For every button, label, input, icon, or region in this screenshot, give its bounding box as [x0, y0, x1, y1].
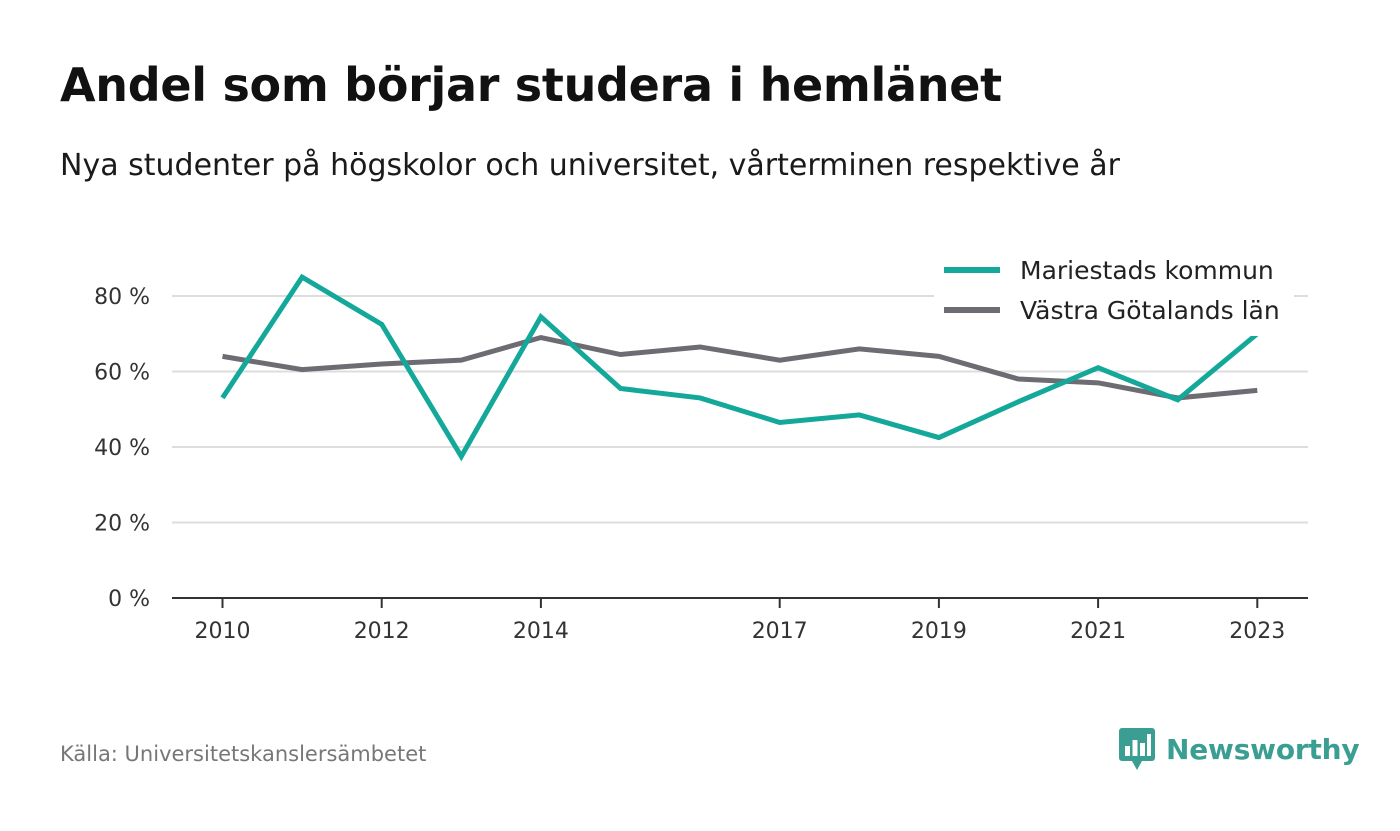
axes: 0 % 20 % 40 % 60 % 80 % 2010 2012 2014 2017 2019 2… — [94, 285, 1308, 644]
series-line-vastra-gotalands-lan — [222, 334, 1258, 401]
x-tick-label: 2017 — [752, 619, 808, 644]
series-lines — [220, 273, 1259, 462]
series-line-mariestads-kommun — [220, 273, 1259, 462]
chart-subtitle: Nya studenter på högskolor och universit… — [60, 148, 1120, 183]
x-tick-label: 2012 — [354, 619, 410, 644]
legend: Mariestads kommun Västra Götalands län — [934, 246, 1294, 336]
x-tick-label: 2014 — [513, 619, 569, 644]
x-tick-label: 2023 — [1229, 619, 1285, 644]
legend-label: Västra Götalands län — [1020, 296, 1280, 325]
bar-chart-speech-bubble-icon — [1119, 728, 1155, 770]
y-tick-label: 40 % — [94, 436, 150, 461]
y-tick-label: 60 % — [94, 361, 150, 386]
legend-label: Mariestads kommun — [1020, 256, 1274, 285]
y-tick-label: 0 % — [108, 587, 150, 612]
chart-title: Andel som börjar studera i hemlänet — [60, 58, 1002, 112]
x-tick-label: 2021 — [1070, 619, 1126, 644]
brand-logo: Newsworthy — [1118, 726, 1360, 772]
y-tick-label: 20 % — [94, 512, 150, 537]
y-tick-label: 80 % — [94, 285, 150, 310]
legend-background — [934, 246, 1294, 336]
x-tick-label: 2019 — [911, 619, 967, 644]
source-note: Källa: Universitetskanslersämbetet — [60, 742, 427, 766]
x-tick-label: 2010 — [195, 619, 251, 644]
brand-name: Newsworthy — [1166, 732, 1360, 766]
